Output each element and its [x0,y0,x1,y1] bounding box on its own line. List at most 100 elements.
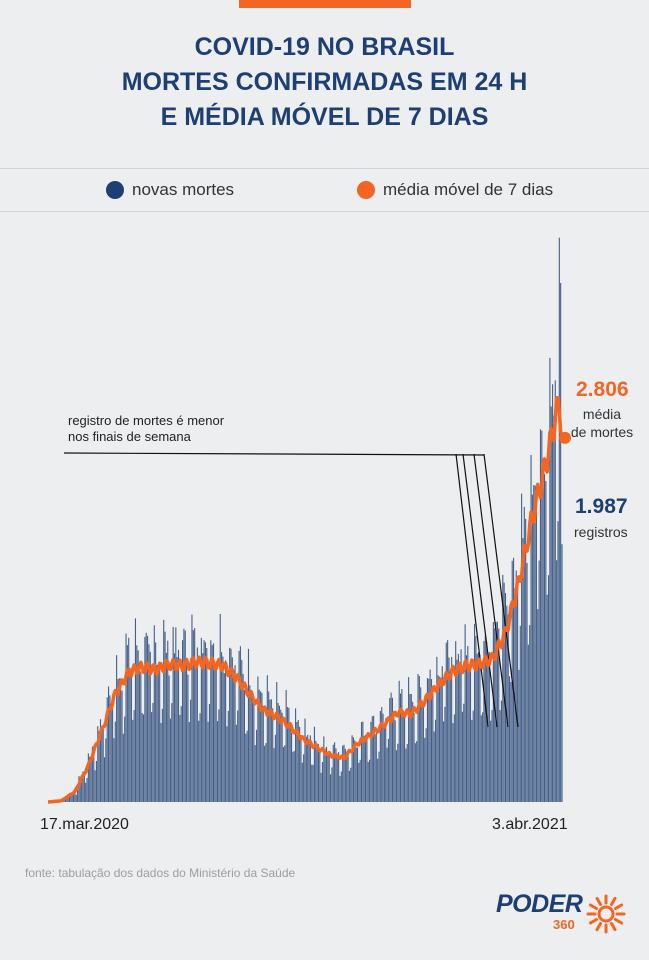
death-bar [246,730,248,802]
death-bar [110,704,112,802]
death-bar [262,706,264,802]
death-bar [290,732,293,802]
death-bar [510,682,512,802]
death-bar [223,673,225,802]
death-bar [416,741,418,802]
death-bar [457,653,459,802]
death-bar [203,640,205,802]
death-bar [453,714,455,802]
death-bar [537,609,539,802]
death-bar [348,770,350,802]
death-bar [456,659,458,802]
death-bar [156,664,158,802]
sun-ray [595,896,602,906]
death-bar [355,747,357,802]
death-bar [212,643,215,802]
death-bar [519,625,521,802]
death-bar [531,494,533,802]
death-bar [517,586,519,802]
death-bar [210,640,212,802]
death-bar [175,627,177,802]
death-bar [498,628,500,802]
death-bar [307,734,309,802]
death-bar [482,712,484,802]
death-bar [393,711,395,802]
death-bar [359,759,361,802]
death-bar [78,776,80,802]
death-bar [445,642,447,802]
death-bar [250,691,252,802]
death-bar [79,779,81,802]
death-bar [292,751,294,802]
death-bar [426,678,428,802]
death-bar [383,723,385,802]
death-bar [190,699,192,802]
death-bar [332,744,334,802]
callout-pointer-line [483,453,519,728]
death-bar [148,644,150,802]
death-bar [366,739,368,802]
death-bar [179,714,181,802]
death-bar [288,707,290,802]
death-bar [89,756,91,802]
death-bar [495,622,497,802]
death-bar [343,744,345,802]
death-bar [377,758,379,802]
death-bar [191,614,193,802]
death-bar [309,735,311,802]
death-bar [113,738,115,802]
death-bar [382,713,384,802]
death-bar [233,680,235,802]
death-bar [492,622,494,802]
death-bar [496,621,498,802]
death-bar [176,657,178,802]
death-bar [319,749,321,802]
death-bar [68,792,71,802]
legend-dot-deaths [106,181,124,199]
death-bar [530,455,532,802]
callout-horizontal-line [63,452,485,456]
death-bar [311,764,313,802]
death-bar [254,745,256,802]
death-bar [538,560,540,802]
death-bar [362,721,364,802]
death-bar [508,676,511,802]
death-bar [401,689,403,802]
legend-item-deaths: novas mortes [106,169,234,211]
death-bar [360,722,363,802]
death-bar [370,721,372,802]
death-bar [533,485,535,802]
death-bar [451,657,453,802]
death-bar [106,697,108,802]
sun-ray [614,903,624,910]
death-bar [70,793,72,802]
death-bar [463,703,465,802]
death-bar [491,710,493,802]
death-bar [546,594,548,802]
death-bar [476,653,478,802]
death-bar [85,782,87,802]
death-bar [303,754,305,802]
death-bar [513,557,515,802]
death-bar [525,518,527,802]
death-bar [490,720,492,802]
death-bar [249,685,251,802]
death-bar [167,640,169,802]
death-bar [114,721,116,802]
death-bar [98,731,100,802]
death-bar [480,715,482,802]
death-bar [527,644,529,802]
death-bar [286,707,289,802]
death-bar [265,743,267,802]
death-bar [108,686,110,802]
death-bar [129,667,131,802]
death-bar [229,647,231,802]
death-bar [430,679,433,802]
death-bar [258,689,260,802]
death-bar [82,771,84,802]
logo-sun-icon [586,894,626,934]
death-bar [526,563,528,802]
death-bar [395,750,398,802]
death-bar [478,652,480,802]
death-bar [465,655,468,802]
